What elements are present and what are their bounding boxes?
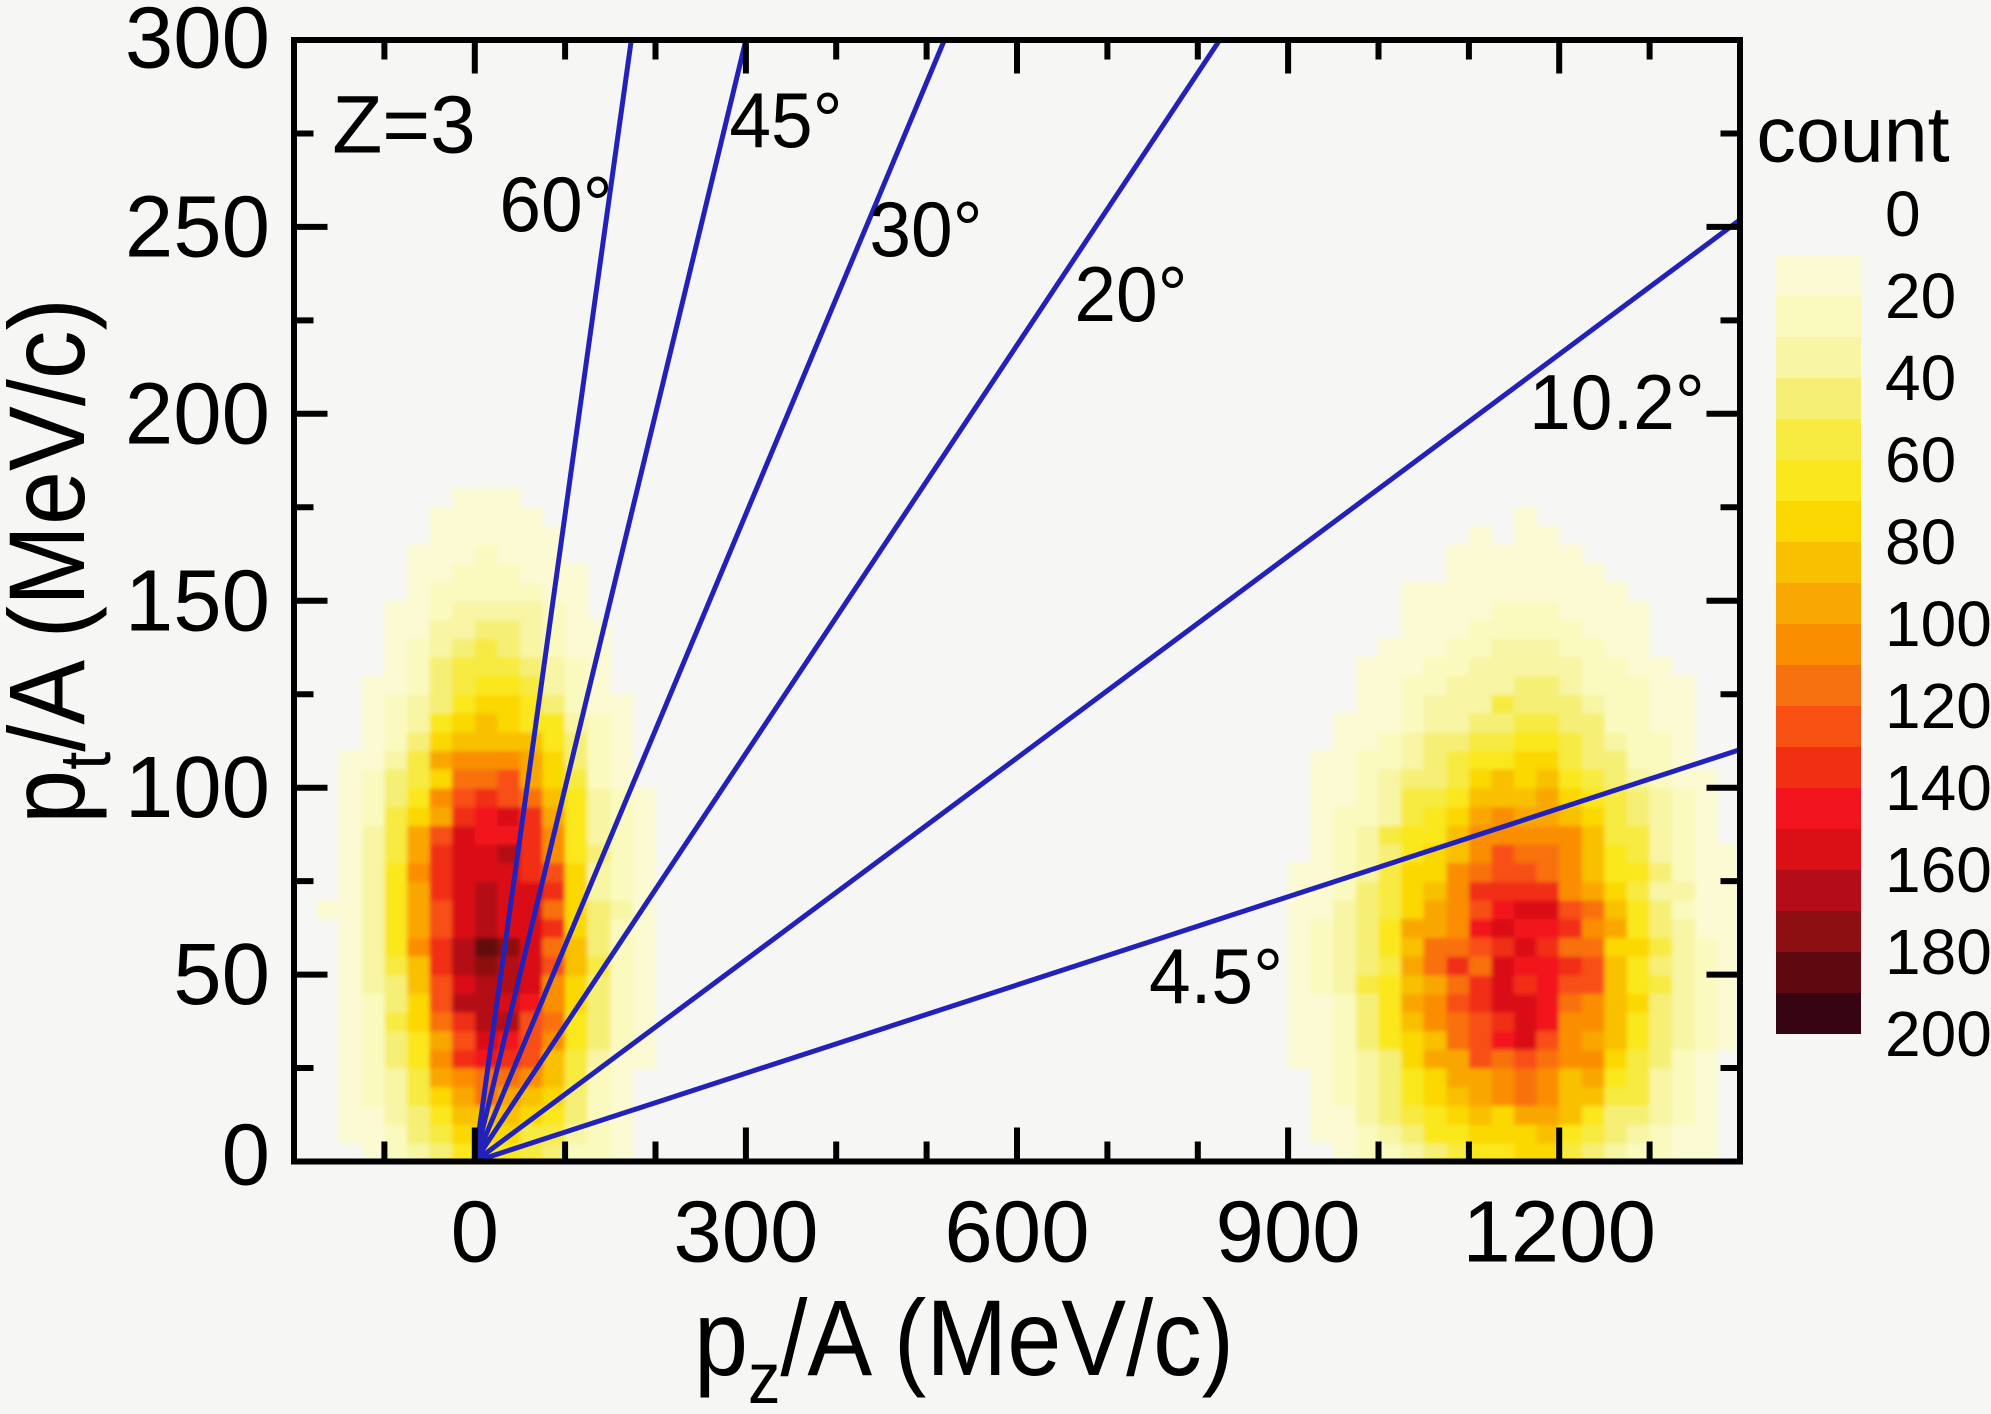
svg-text:0: 0	[451, 1184, 499, 1281]
svg-text:60°: 60°	[499, 162, 612, 249]
svg-text:160: 160	[1885, 834, 1991, 906]
svg-text:140: 140	[1885, 752, 1991, 824]
svg-text:30°: 30°	[869, 187, 982, 274]
svg-text:1200: 1200	[1462, 1184, 1656, 1281]
svg-text:45°: 45°	[729, 78, 842, 165]
svg-text:0: 0	[1885, 178, 1921, 250]
svg-text:100: 100	[1885, 588, 1991, 660]
svg-text:80: 80	[1885, 506, 1956, 578]
svg-text:180: 180	[1885, 916, 1991, 988]
svg-text:150: 150	[125, 552, 270, 649]
svg-text:600: 600	[944, 1184, 1089, 1281]
svg-text:pt/A (MeV/c): pt/A (MeV/c)	[0, 298, 126, 824]
svg-text:pz/A (MeV/c): pz/A (MeV/c)	[694, 1277, 1234, 1409]
svg-text:20°: 20°	[1074, 252, 1187, 339]
svg-text:4.5°: 4.5°	[1149, 934, 1283, 1021]
svg-text:250: 250	[125, 178, 270, 275]
svg-text:300: 300	[673, 1184, 818, 1281]
svg-text:10.2°: 10.2°	[1529, 360, 1705, 447]
svg-text:count: count	[1756, 90, 1949, 179]
svg-text:900: 900	[1216, 1184, 1361, 1281]
svg-text:Z=3: Z=3	[332, 80, 476, 171]
svg-text:200: 200	[125, 365, 270, 462]
svg-text:60: 60	[1885, 424, 1956, 496]
svg-text:0: 0	[222, 1107, 270, 1204]
svg-text:200: 200	[1885, 998, 1991, 1070]
svg-text:40: 40	[1885, 342, 1956, 414]
svg-text:100: 100	[125, 739, 270, 836]
svg-text:300: 300	[125, 0, 270, 87]
svg-text:50: 50	[173, 926, 270, 1023]
svg-text:120: 120	[1885, 670, 1991, 742]
svg-text:20: 20	[1885, 260, 1956, 332]
